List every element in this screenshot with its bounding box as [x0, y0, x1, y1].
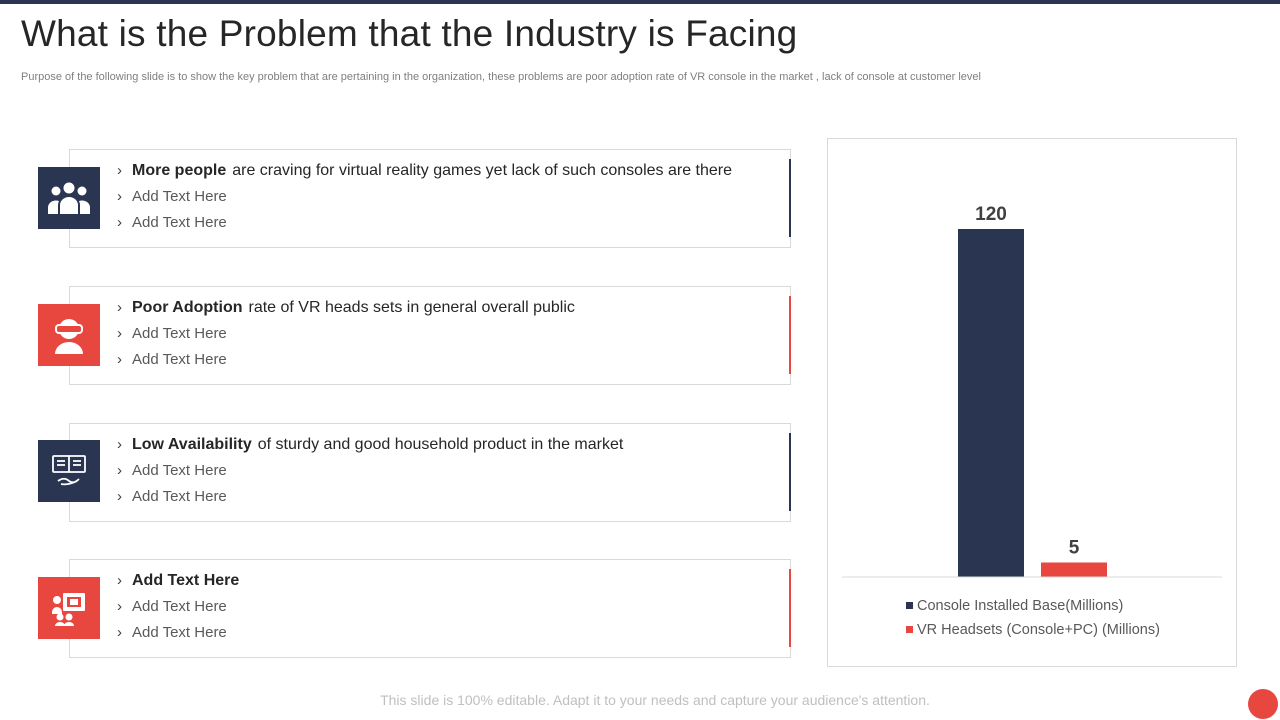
group-people-icon	[47, 180, 91, 216]
problem-description: are craving for virtual reality games ye…	[232, 162, 732, 180]
chevron-right-icon: ›	[117, 572, 132, 589]
bar-2	[1041, 563, 1107, 578]
problem-sub-text: Add Text Here	[132, 351, 227, 368]
data-label-2: 5	[1069, 538, 1080, 559]
chevron-right-icon: ›	[117, 351, 132, 368]
legend-swatch-2	[906, 626, 913, 633]
chevron-right-icon: ›	[117, 598, 132, 615]
problem-main-line: › More people are craving for virtual re…	[117, 162, 732, 188]
problem-sub-line: › Add Text Here	[117, 624, 245, 650]
problem-heading: Add Text Here	[132, 572, 239, 590]
problem-sub-text: Add Text Here	[132, 598, 227, 615]
product-hand-icon	[49, 451, 89, 491]
problem-sub-line: › Add Text Here	[117, 188, 732, 214]
problem-sub-text: Add Text Here	[132, 462, 227, 479]
problem-sub-line: › Add Text Here	[117, 462, 623, 488]
chevron-right-icon: ›	[117, 214, 132, 231]
problem-main-line: › Add Text Here	[117, 572, 245, 598]
problem-sub-line: › Add Text Here	[117, 488, 623, 514]
problem-icon-box-4	[38, 577, 100, 639]
problem-sub-text: Add Text Here	[132, 488, 227, 505]
legend-swatch-1	[906, 602, 913, 609]
problem-card-4: › Add Text Here › Add Text Here › Add Te…	[69, 559, 791, 658]
corner-dot	[1248, 689, 1278, 719]
problem-description: of sturdy and good household product in …	[258, 436, 624, 454]
problem-card-1: › More people are craving for virtual re…	[69, 149, 791, 248]
problem-main-line: › Low Availability of sturdy and good ho…	[117, 436, 623, 462]
vr-headset-user-icon	[49, 315, 89, 355]
problem-icon-box-2	[38, 304, 100, 366]
problem-main-line: › Poor Adoption rate of VR heads sets in…	[117, 299, 575, 325]
chevron-right-icon: ›	[117, 188, 132, 205]
bar-1	[958, 229, 1024, 577]
problem-description: rate of VR heads sets in general overall…	[249, 299, 575, 317]
card-accent	[789, 433, 791, 511]
problem-sub-line: › Add Text Here	[117, 598, 245, 624]
chevron-right-icon: ›	[117, 462, 132, 479]
page-title: What is the Problem that the Industry is…	[21, 13, 797, 55]
problem-card-3: › Low Availability of sturdy and good ho…	[69, 423, 791, 522]
problem-sub-line: › Add Text Here	[117, 325, 575, 351]
legend-label-1: Console Installed Base(Millions)	[917, 598, 1123, 614]
top-accent-bar	[0, 0, 1280, 4]
problem-sub-text: Add Text Here	[132, 214, 227, 231]
problem-icon-box-3	[38, 440, 100, 502]
problem-card-2: › Poor Adoption rate of VR heads sets in…	[69, 286, 791, 385]
chevron-right-icon: ›	[117, 162, 132, 179]
problem-heading: Poor Adoption	[132, 299, 243, 317]
chevron-right-icon: ›	[117, 488, 132, 505]
problem-icon-box-1	[38, 167, 100, 229]
chart-panel: 120 5 Console Installed Base(Millions) VR H…	[827, 138, 1237, 667]
problem-heading: Low Availability	[132, 436, 252, 454]
problem-sub-line: › Add Text Here	[117, 214, 732, 240]
legend-label-2: VR Headsets (Console+PC) (Millions)	[917, 622, 1160, 638]
presentation-users-icon	[49, 588, 89, 628]
footer-note: This slide is 100% editable. Adapt it to…	[0, 692, 1280, 708]
bar-chart: 120 5 Console Installed Base(Millions) VR H…	[828, 139, 1236, 666]
card-accent	[789, 296, 791, 374]
card-accent	[789, 569, 791, 647]
chevron-right-icon: ›	[117, 436, 132, 453]
card-accent	[789, 159, 791, 237]
chevron-right-icon: ›	[117, 624, 132, 641]
problem-heading: More people	[132, 162, 226, 180]
problem-sub-text: Add Text Here	[132, 188, 227, 205]
problem-sub-text: Add Text Here	[132, 325, 227, 342]
chevron-right-icon: ›	[117, 299, 132, 316]
data-label-1: 120	[975, 204, 1007, 225]
problem-sub-text: Add Text Here	[132, 624, 227, 641]
problem-sub-line: › Add Text Here	[117, 351, 575, 377]
chevron-right-icon: ›	[117, 325, 132, 342]
page-subtitle: Purpose of the following slide is to sho…	[21, 71, 981, 83]
